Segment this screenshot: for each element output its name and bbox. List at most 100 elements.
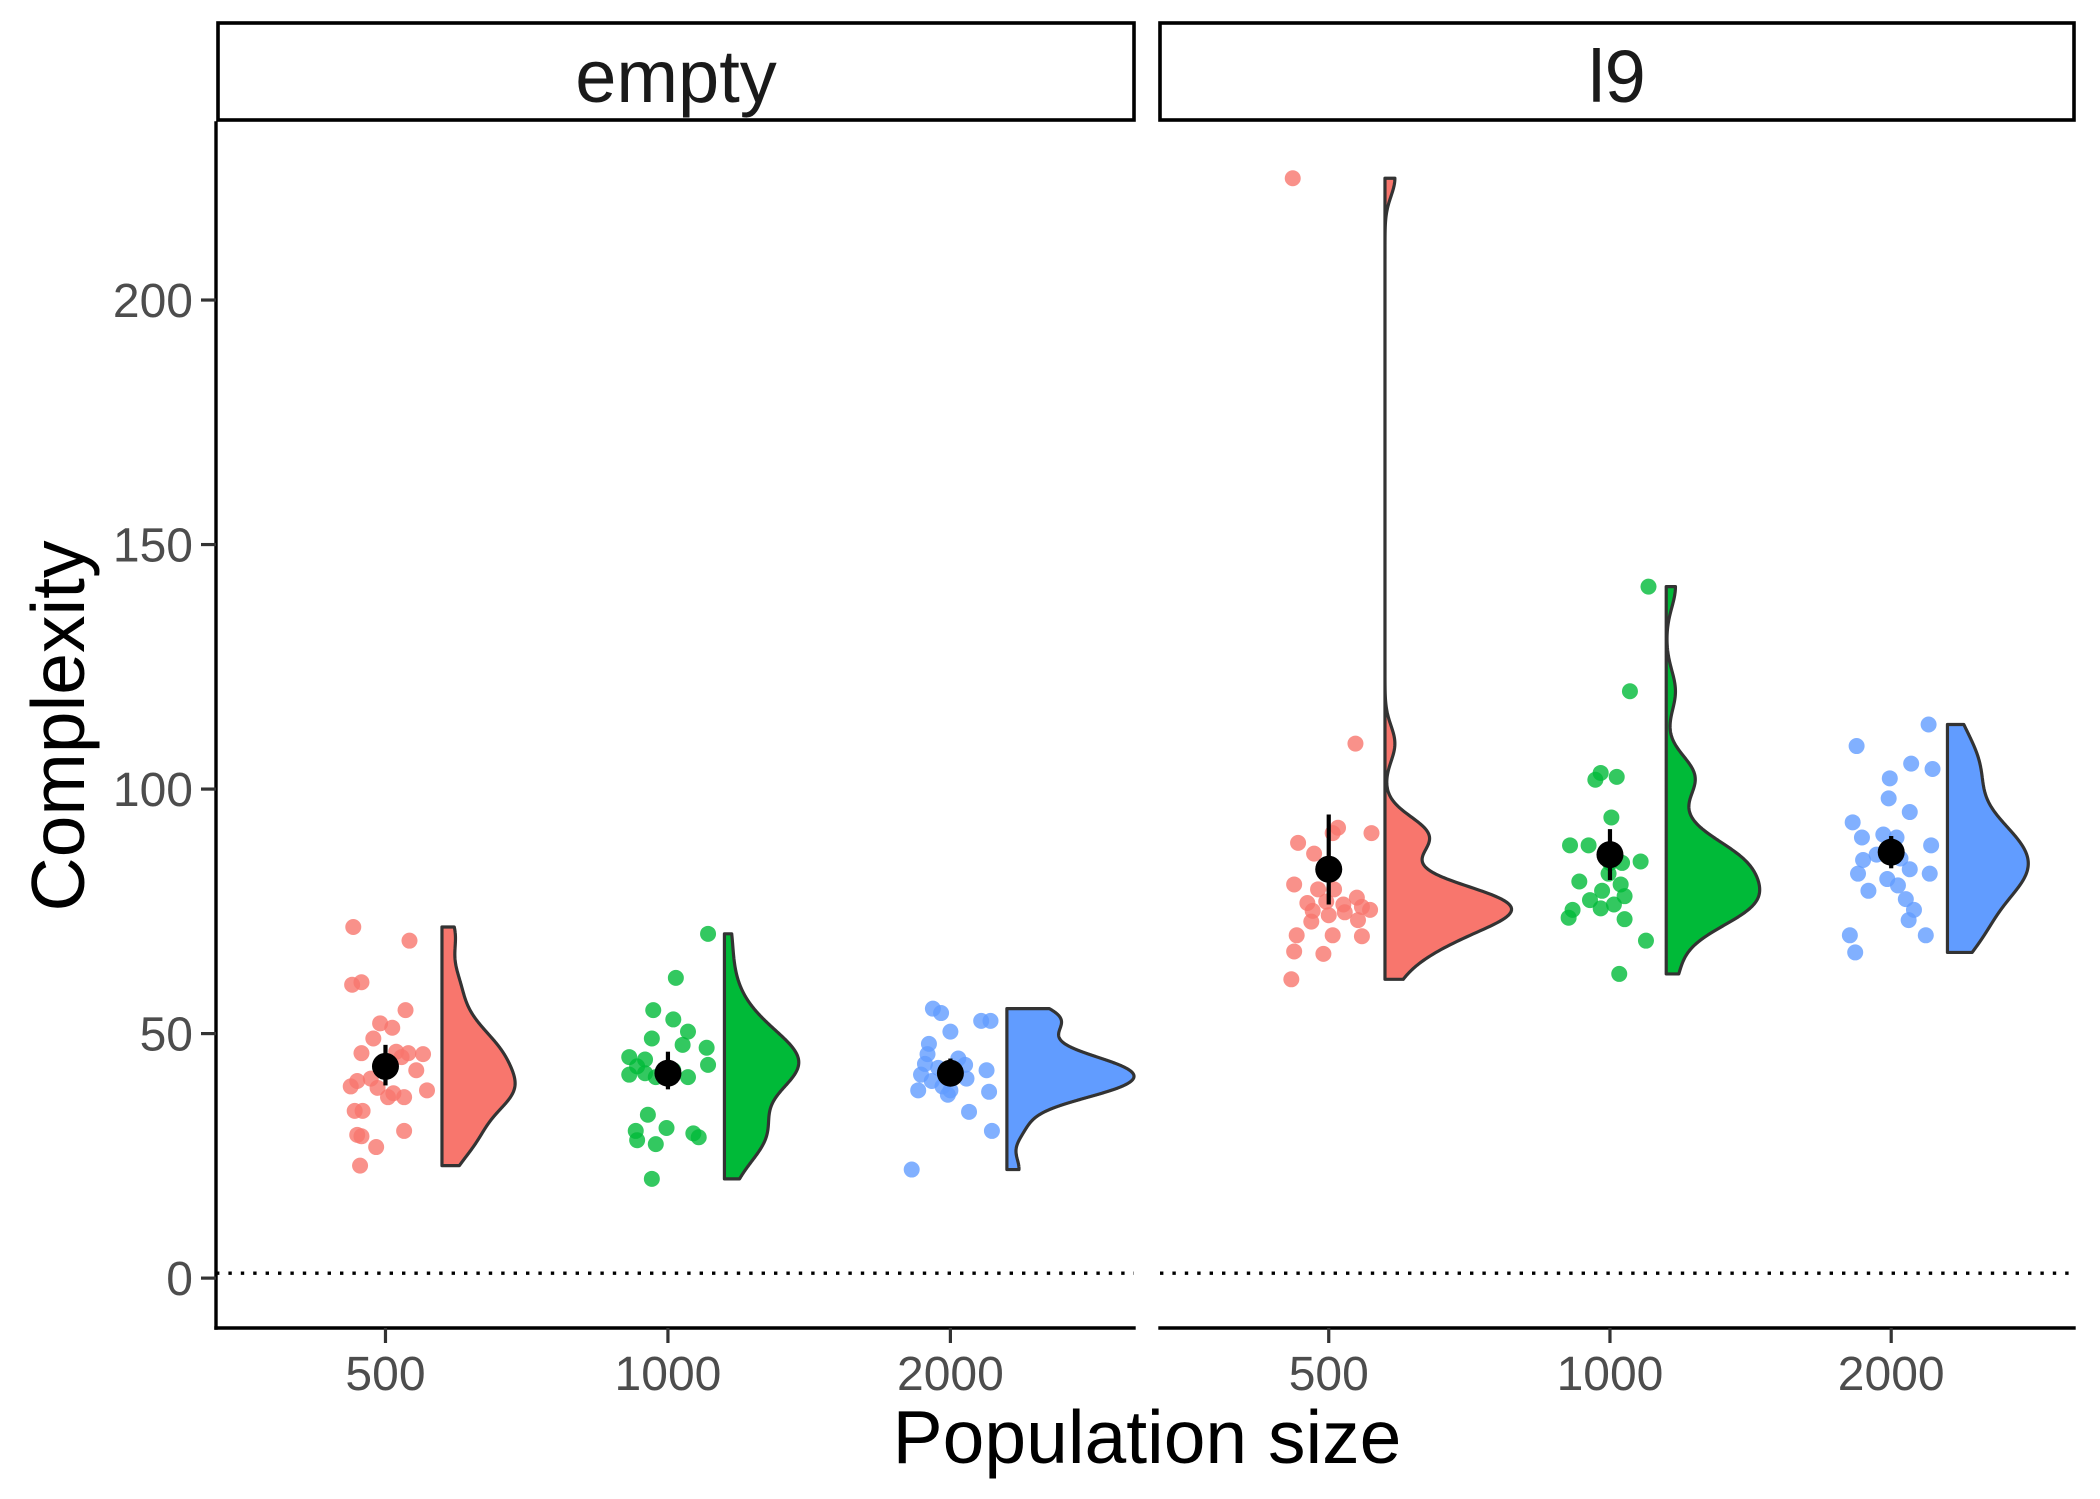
data-point (1362, 901, 1379, 918)
data-point (942, 1023, 959, 1040)
facet-strip-label: l9 (1588, 35, 1646, 118)
y-tick-label: 200 (113, 275, 193, 328)
data-point (368, 1139, 385, 1156)
data-point (345, 918, 362, 935)
y-tick-label: 150 (113, 520, 193, 573)
x-tick-label: 2000 (1838, 1348, 1945, 1401)
facet-strip-box (1158, 21, 2076, 122)
density-violin (722, 932, 801, 1181)
data-point (1290, 834, 1307, 851)
data-point (384, 1019, 401, 1036)
data-point (700, 925, 717, 942)
data-point (1640, 578, 1657, 595)
data-point (1284, 170, 1301, 187)
data-point (1353, 928, 1370, 945)
data-point (352, 1157, 369, 1174)
data-point (647, 1136, 664, 1153)
data-point (639, 1106, 656, 1123)
density-violin (1005, 1007, 1136, 1172)
data-point (365, 1030, 382, 1047)
x-tick-label: 1000 (615, 1348, 722, 1401)
x-tick-label: 500 (345, 1348, 425, 1401)
data-point (1605, 896, 1622, 913)
data-point (1855, 851, 1872, 868)
data-point (1880, 790, 1897, 807)
data-point (679, 1069, 696, 1086)
mean-marker (936, 1059, 964, 1087)
data-point (1336, 904, 1353, 921)
data-point (1847, 944, 1864, 961)
data-point (700, 1056, 717, 1073)
data-point (1315, 945, 1332, 962)
data-point (983, 1122, 1000, 1139)
data-point (1571, 873, 1588, 890)
data-point (1288, 927, 1305, 944)
data-point (1303, 913, 1320, 930)
data-point (1349, 912, 1366, 929)
y-tick-label: 50 (140, 1009, 193, 1062)
density-violins (440, 176, 2030, 1181)
data-point (665, 1011, 682, 1028)
data-point (1901, 861, 1918, 878)
data-point (903, 1161, 920, 1178)
data-point (939, 1086, 956, 1103)
data-point (353, 1128, 370, 1145)
data-point (353, 1045, 370, 1062)
data-point (1900, 912, 1917, 929)
mean-marker (1596, 841, 1624, 869)
data-point (1923, 837, 1940, 854)
data-point (396, 1089, 413, 1106)
data-point (372, 1015, 389, 1032)
data-point (1587, 771, 1604, 788)
data-point (1592, 900, 1609, 917)
data-point (698, 1039, 715, 1056)
data-point (645, 1002, 662, 1019)
data-point (978, 1062, 995, 1079)
data-point (667, 969, 684, 986)
density-violin (440, 925, 517, 1168)
data-point (1621, 683, 1638, 700)
data-point (1924, 761, 1941, 778)
data-point (1889, 877, 1906, 894)
facet-strip-empty: empty (216, 21, 1136, 122)
data-point (982, 1012, 999, 1029)
y-tick-label: 100 (113, 764, 193, 817)
data-point (1603, 809, 1620, 826)
data-point (1560, 909, 1577, 926)
x-axis-title: Population size (893, 1395, 1402, 1479)
data-point (933, 1005, 950, 1022)
data-point (1881, 770, 1898, 787)
axis-ticks: 0 50 100 150 200 500 1000 2000 500 1000 2000 (113, 275, 1945, 1401)
data-point (679, 1023, 696, 1040)
data-point (1637, 932, 1654, 949)
data-point (621, 1066, 638, 1083)
data-point (1860, 882, 1877, 899)
mean-marker (1877, 838, 1905, 866)
x-tick-label: 2000 (897, 1348, 1004, 1401)
data-point (1286, 943, 1303, 960)
data-point (1283, 971, 1300, 988)
data-point (353, 974, 370, 991)
data-point (1306, 845, 1323, 862)
data-point (397, 1002, 414, 1019)
data-point (1562, 837, 1579, 854)
data-point (1347, 735, 1364, 752)
mean-marker (654, 1059, 682, 1087)
data-point (1848, 738, 1865, 755)
data-point (1903, 755, 1920, 772)
y-tick-label: 0 (166, 1253, 193, 1306)
x-tick-label: 1000 (1557, 1348, 1664, 1401)
data-point (401, 932, 418, 949)
density-violin (1945, 722, 2030, 955)
density-violin (1664, 585, 1762, 976)
data-point (1841, 927, 1858, 944)
mean-summaries (371, 814, 1905, 1090)
data-point (643, 1170, 660, 1187)
data-point (658, 1119, 675, 1136)
data-point (1850, 865, 1867, 882)
data-point (408, 1062, 425, 1079)
data-point (1921, 865, 1938, 882)
data-point (1901, 804, 1918, 821)
